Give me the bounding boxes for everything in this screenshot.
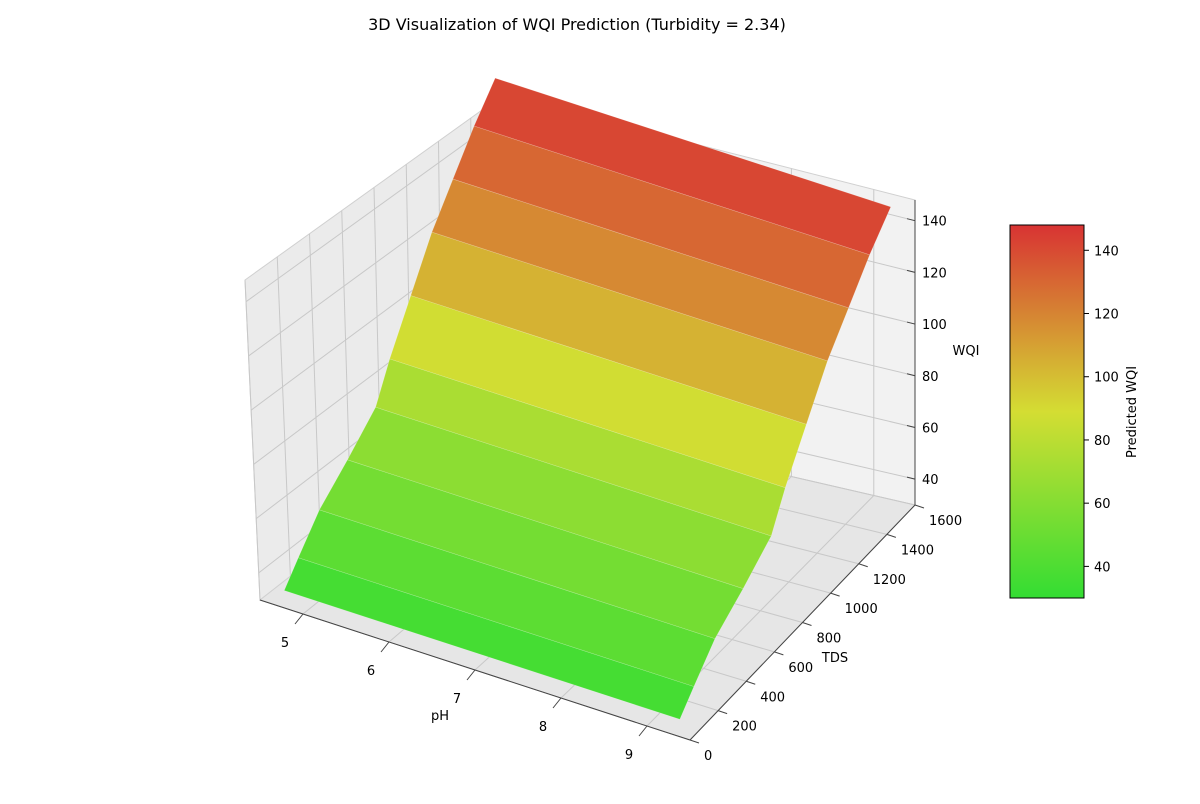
tds-tick [774, 651, 784, 656]
tds-tick-label: 600 [788, 661, 813, 676]
tds-tick [886, 533, 897, 538]
wqi-tick-label: 140 [922, 215, 947, 230]
colorbar-tick-label: 80 [1094, 434, 1111, 449]
tds-tick-label: 0 [704, 749, 712, 764]
tds-tick [830, 592, 840, 597]
tds-tick-label: 1400 [901, 543, 934, 558]
wqi-tick-label: 60 [922, 421, 939, 436]
wqi-surface [283, 77, 892, 720]
ph-tick [552, 697, 562, 709]
tds-tick-label: 800 [817, 632, 842, 647]
tds-tick [914, 504, 925, 509]
colorbar-tick-label: 40 [1094, 560, 1111, 575]
tds-tick-label: 1000 [845, 602, 878, 617]
colorbar-tick-label: 100 [1094, 371, 1119, 386]
wqi-tick-label: 120 [922, 266, 947, 281]
tds-tick-label: 1600 [929, 514, 962, 529]
colorbar-tick-label: 120 [1094, 308, 1119, 323]
tds-tick-label: 1200 [873, 573, 906, 588]
ph-tick [466, 669, 476, 681]
colorbar-tick-label: 60 [1094, 497, 1111, 512]
colorbar-ticks: 40 60 80 100 120 140 [1084, 244, 1119, 575]
tds-axis-label: TDS [821, 651, 848, 666]
wqi-tick [906, 321, 916, 325]
wqi-axis-label: WQI [953, 344, 980, 359]
wqi-tick [906, 218, 916, 222]
ph-tick-label: 5 [281, 636, 289, 651]
surface-band [473, 77, 892, 256]
tds-tick-label: 200 [732, 720, 757, 735]
wqi-tick-label: 80 [922, 370, 939, 385]
wqi-tick [906, 269, 916, 273]
colorbar [1009, 224, 1085, 599]
colorbar-tick-label: 140 [1094, 244, 1119, 259]
ph-tick-label: 7 [453, 692, 461, 707]
colorbar-label: Predicted WQI [1125, 366, 1140, 458]
tds-tick [746, 680, 756, 685]
tds-tick-label: 400 [760, 690, 785, 705]
wqi-tick [906, 373, 916, 377]
ph-tick [380, 641, 390, 653]
tds-gridline [276, 256, 291, 577]
tds-tick [858, 563, 868, 568]
ph-tick-label: 6 [367, 664, 375, 679]
tds-gridline [244, 279, 261, 601]
tds-tick [717, 710, 728, 715]
wqi-tick [906, 424, 916, 428]
ph-axis-label: pH [431, 709, 449, 724]
chart-title: 3D Visualization of WQI Prediction (Turb… [368, 15, 786, 34]
tds-tick [802, 622, 812, 626]
wqi-tick [906, 476, 916, 480]
ph-tick-label: 9 [625, 748, 633, 763]
ph-tick-label: 8 [539, 720, 547, 735]
tds-gridline [309, 233, 322, 553]
tds-tick [689, 739, 700, 744]
ph-tick [638, 725, 648, 737]
ph-tick [294, 613, 304, 625]
wqi-tick-label: 40 [922, 473, 939, 488]
wqi-tick-label: 100 [922, 318, 947, 333]
